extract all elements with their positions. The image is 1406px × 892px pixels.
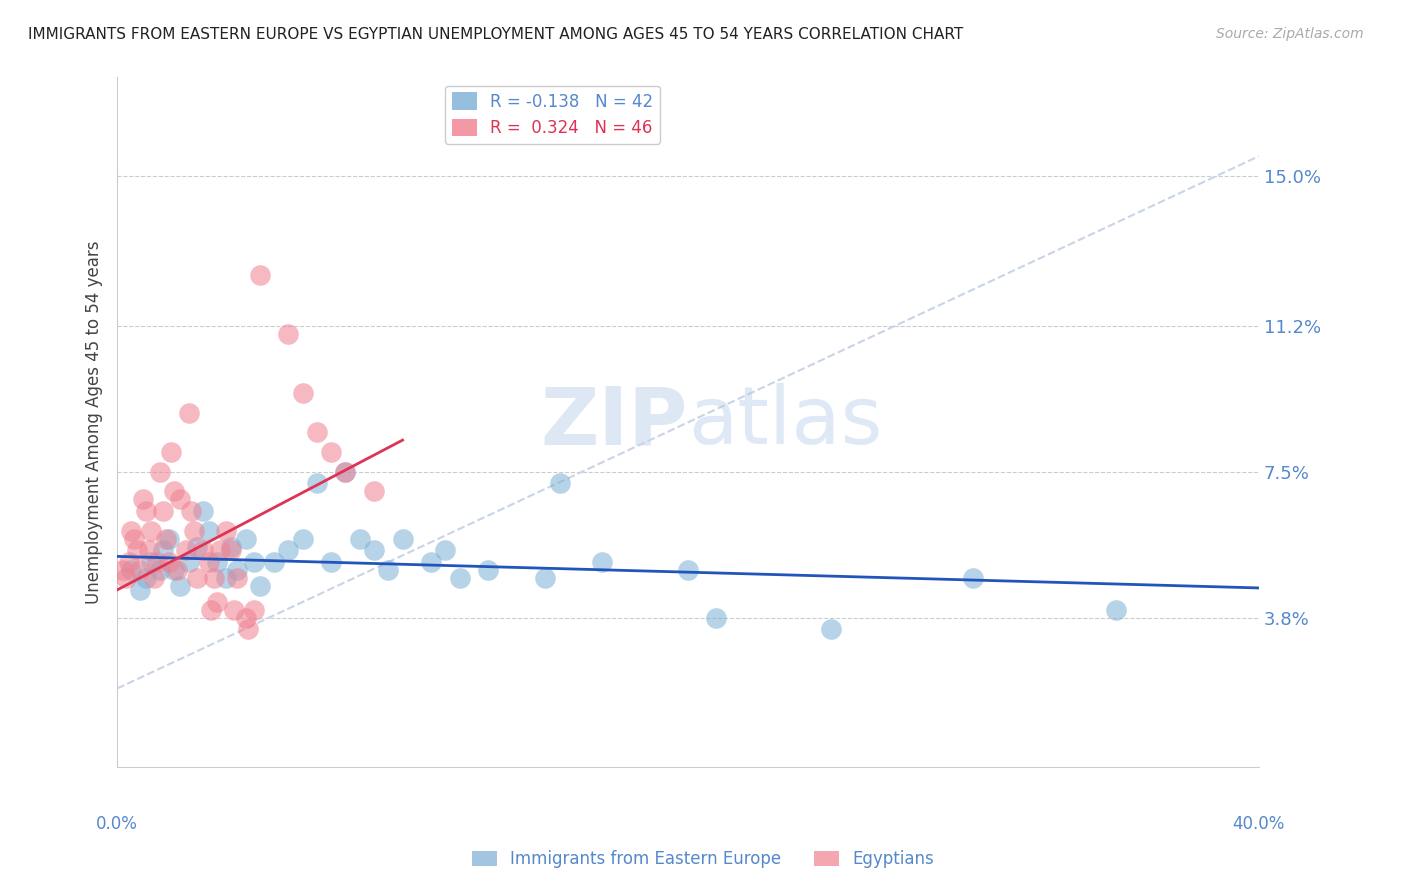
Point: [135, 504, 157, 518]
Point: [205, 555, 228, 569]
Point: [548, 476, 571, 491]
Point: [676, 563, 699, 577]
Point: [221, 540, 243, 554]
Point: [152, 543, 174, 558]
Point: [135, 571, 157, 585]
Point: [221, 543, 243, 558]
Point: [214, 524, 236, 538]
Point: [197, 524, 219, 538]
Point: [163, 484, 186, 499]
Point: [166, 563, 188, 577]
Text: atlas: atlas: [688, 384, 883, 461]
Point: [120, 524, 142, 538]
Point: [208, 543, 231, 558]
Point: [143, 571, 166, 585]
Point: [706, 610, 728, 624]
Point: [224, 602, 246, 616]
Point: [391, 532, 413, 546]
Point: [129, 582, 152, 597]
Point: [243, 602, 266, 616]
Point: [477, 563, 499, 577]
Point: [169, 579, 191, 593]
Text: IMMIGRANTS FROM EASTERN EUROPE VS EGYPTIAN UNEMPLOYMENT AMONG AGES 45 TO 54 YEAR: IMMIGRANTS FROM EASTERN EUROPE VS EGYPTI…: [28, 27, 963, 42]
Point: [335, 465, 357, 479]
Point: [238, 623, 260, 637]
Point: [155, 532, 177, 546]
Legend: Immigrants from Eastern Europe, Egyptians: Immigrants from Eastern Europe, Egyptian…: [465, 844, 941, 875]
Point: [243, 555, 266, 569]
Legend: R = -0.138   N = 42, R =  0.324   N = 46: R = -0.138 N = 42, R = 0.324 N = 46: [446, 86, 659, 144]
Point: [249, 579, 271, 593]
Point: [141, 524, 163, 538]
Point: [321, 445, 343, 459]
Point: [163, 563, 186, 577]
Text: ZIP: ZIP: [541, 384, 688, 461]
Point: [249, 268, 271, 282]
Point: [197, 555, 219, 569]
Point: [191, 504, 214, 518]
Point: [180, 504, 202, 518]
Point: [129, 563, 152, 577]
Point: [124, 532, 146, 546]
Point: [177, 555, 200, 569]
Point: [434, 543, 457, 558]
Point: [146, 555, 169, 569]
Point: [235, 610, 257, 624]
Point: [321, 555, 343, 569]
Point: [132, 492, 155, 507]
Point: [141, 555, 163, 569]
Point: [152, 504, 174, 518]
Point: [420, 555, 443, 569]
Point: [202, 571, 225, 585]
Point: [149, 465, 172, 479]
Text: Source: ZipAtlas.com: Source: ZipAtlas.com: [1216, 27, 1364, 41]
Point: [157, 532, 180, 546]
Point: [138, 543, 160, 558]
Point: [534, 571, 557, 585]
Point: [226, 571, 249, 585]
Text: 40.0%: 40.0%: [1233, 814, 1285, 832]
Point: [177, 405, 200, 419]
Point: [200, 602, 222, 616]
Point: [449, 571, 471, 585]
Point: [291, 385, 314, 400]
Point: [277, 543, 299, 558]
Point: [157, 555, 180, 569]
Point: [305, 425, 328, 440]
Point: [111, 563, 134, 577]
Point: [377, 563, 399, 577]
Point: [120, 563, 142, 577]
Point: [186, 540, 208, 554]
Point: [205, 595, 228, 609]
Point: [160, 445, 183, 459]
Point: [186, 571, 208, 585]
Y-axis label: Unemployment Among Ages 45 to 54 years: Unemployment Among Ages 45 to 54 years: [86, 241, 103, 604]
Point: [820, 623, 842, 637]
Point: [114, 571, 136, 585]
Point: [591, 555, 613, 569]
Point: [291, 532, 314, 546]
Point: [335, 465, 357, 479]
Point: [214, 571, 236, 585]
Point: [191, 543, 214, 558]
Point: [127, 543, 149, 558]
Point: [363, 484, 385, 499]
Point: [363, 543, 385, 558]
Text: 0.0%: 0.0%: [96, 814, 138, 832]
Point: [277, 326, 299, 341]
Point: [349, 532, 371, 546]
Point: [149, 563, 172, 577]
Point: [1105, 602, 1128, 616]
Point: [235, 532, 257, 546]
Point: [174, 543, 197, 558]
Point: [263, 555, 285, 569]
Point: [183, 524, 205, 538]
Point: [169, 492, 191, 507]
Point: [117, 555, 139, 569]
Point: [226, 563, 249, 577]
Point: [305, 476, 328, 491]
Point: [962, 571, 984, 585]
